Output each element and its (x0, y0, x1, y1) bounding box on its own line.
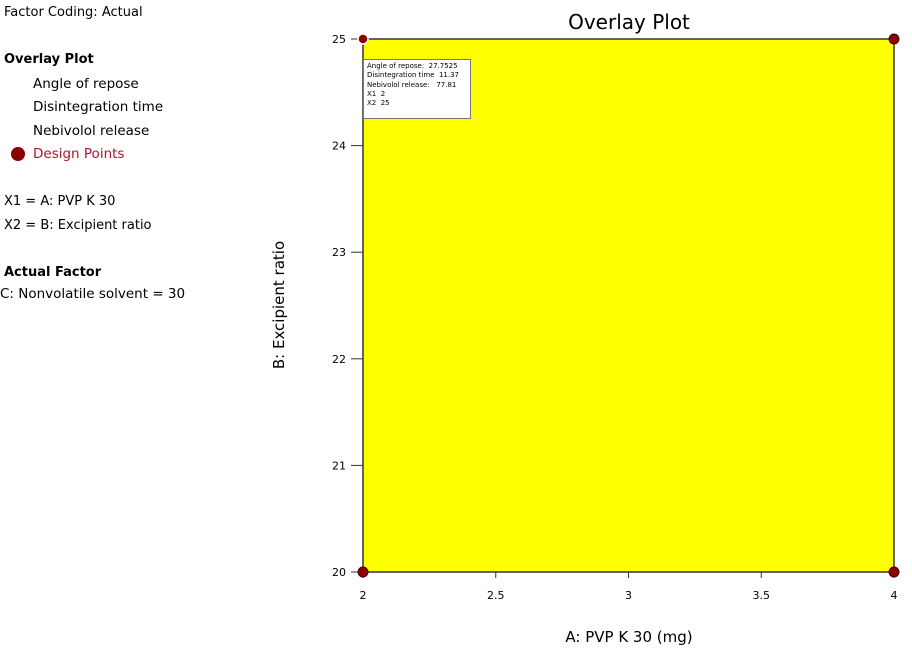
design-point-marker[interactable] (357, 33, 369, 45)
tooltip-row-disintegration: Disintegration time 11.37 (367, 71, 459, 80)
design-points (357, 33, 900, 578)
design-point-marker[interactable] (888, 33, 900, 45)
actual-factor-value: C: Nonvolatile solvent = 30 (0, 286, 186, 302)
design-points-label: Design Points (33, 146, 125, 162)
design-point-marker[interactable] (357, 566, 369, 578)
response-angle-of-repose: Angle of repose (33, 76, 139, 92)
design-point-marker[interactable] (888, 566, 900, 578)
y-tick-label: 24 (332, 140, 346, 153)
y-axis-ticks: 20 21 22 23 24 25 (332, 33, 363, 579)
tooltip-row-x1: X1 2 (367, 89, 386, 98)
x2-definition: X2 = B: Excipient ratio (4, 218, 152, 233)
factor-coding-label: Factor Coding: Actual (4, 5, 143, 20)
x-axis-label: A: PVP K 30 (mg) (565, 628, 692, 646)
overlay-plot-heading: Overlay Plot (4, 52, 94, 67)
chart-title: Overlay Plot (568, 10, 690, 34)
actual-factor-heading: Actual Factor (4, 265, 102, 280)
tooltip-row-nebivolol: Nebivolol release: 77.81 (367, 80, 457, 89)
response-nebivolol-release: Nebivolol release (33, 123, 150, 139)
y-axis-label: B: Excipient ratio (270, 241, 288, 369)
x-tick-label: 2.5 (487, 589, 505, 602)
y-tick-label: 23 (332, 246, 346, 259)
point-info-tooltip: Angle of repose: 27.7525 Disintegration … (363, 59, 471, 119)
y-tick-label: 25 (332, 33, 346, 46)
response-disintegration-time: Disintegration time (33, 99, 164, 115)
x-tick-label: 3 (625, 589, 632, 602)
tooltip-row-x2: X2 25 (367, 99, 390, 108)
x-tick-label: 3.5 (753, 589, 771, 602)
x-tick-label: 4 (891, 589, 898, 602)
tooltip-row-angle: Angle of repose: 27.7525 (367, 62, 458, 70)
y-tick-label: 22 (332, 353, 346, 366)
x-tick-label: 2 (360, 589, 367, 602)
y-tick-label: 21 (332, 459, 346, 472)
y-tick-label: 20 (332, 566, 346, 579)
design-point-icon (11, 147, 25, 161)
x-axis-ticks: 2 2.5 3 3.5 4 (360, 572, 898, 602)
x1-definition: X1 = A: PVP K 30 (4, 194, 116, 209)
feasible-region[interactable] (362, 38, 895, 573)
